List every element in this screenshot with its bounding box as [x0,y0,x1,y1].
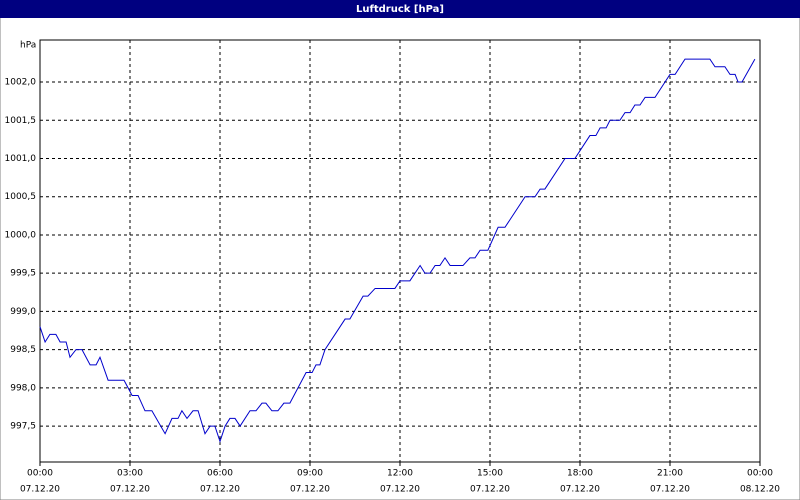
data-line [39,58,756,443]
y-tick-label: 997,5 [10,422,36,432]
x-tick-date: 08.12.20 [740,485,780,495]
x-tick-label: 09:00 [297,469,323,479]
x-tick-label: 03:00 [117,469,143,479]
chart-title: Luftdruck [hPa] [356,4,444,15]
x-tick-label: 15:00 [477,469,503,479]
y-tick-label: 999,0 [10,307,36,317]
x-tick-label: 06:00 [207,469,233,479]
y-tick-label: 1001,5 [5,116,37,126]
x-tick-label: 12:00 [387,469,413,479]
x-tick-date: 07.12.20 [200,485,240,495]
y-tick-label: 1002,0 [5,78,37,88]
x-tick-date: 07.12.20 [20,485,60,495]
y-tick-label: 999,5 [10,269,36,279]
y-tick-label: 1000,0 [5,230,37,240]
title-bar [0,0,800,18]
y-tick-label: 1001,0 [5,154,37,164]
x-tick-label: 18:00 [567,469,593,479]
x-tick-label: 00:00 [747,469,773,479]
y-tick-label: 1000,5 [5,192,37,202]
y-tick-label: 998,5 [10,345,36,355]
y-axis-label: hPa [20,41,36,51]
x-tick-date: 07.12.20 [110,485,150,495]
x-tick-date: 07.12.20 [290,485,330,495]
x-tick-label: 21:00 [657,469,683,479]
x-tick-date: 07.12.20 [470,485,510,495]
x-tick-label: 00:00 [27,469,53,479]
x-tick-date: 07.12.20 [560,485,600,495]
x-tick-date: 07.12.20 [380,485,420,495]
x-tick-date: 07.12.20 [650,485,690,495]
y-tick-label: 998,0 [10,383,36,393]
